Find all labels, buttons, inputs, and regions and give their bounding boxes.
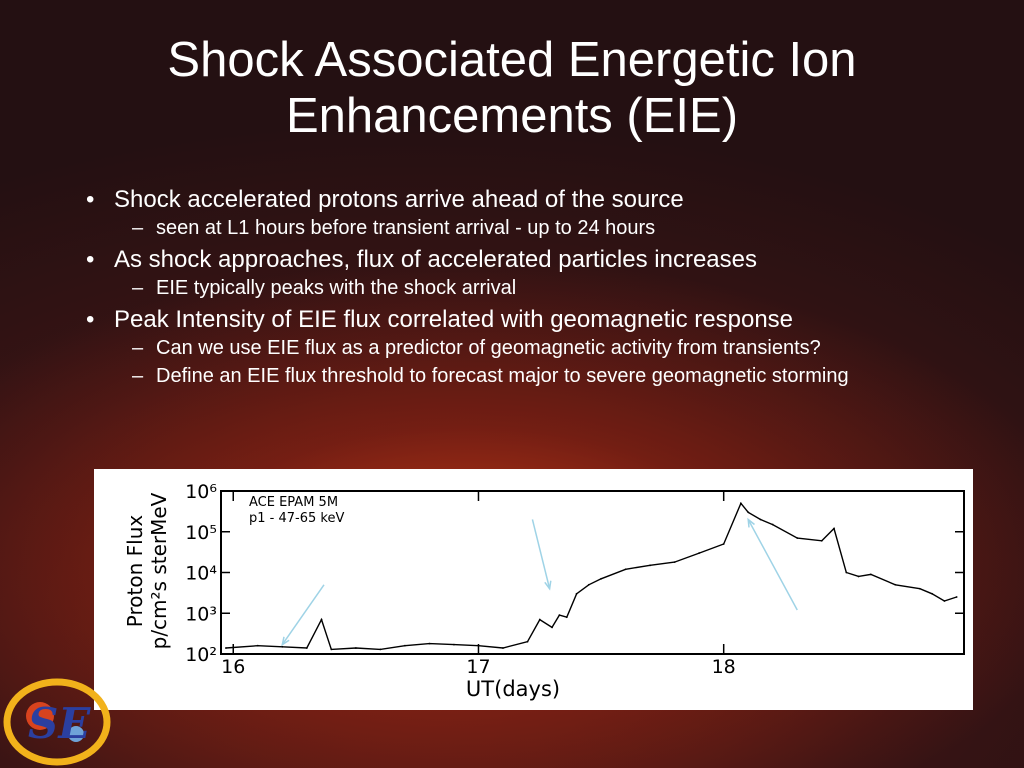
sub-bullet-1-1: seen at L1 hours before transient arriva… xyxy=(86,216,986,240)
annotation-arrow-3 xyxy=(747,519,798,611)
annotation-arrow-1 xyxy=(281,584,325,646)
data-point-19 xyxy=(587,583,590,586)
data-point-15 xyxy=(551,626,553,629)
data-point-10 xyxy=(453,643,455,646)
data-point-22 xyxy=(649,564,652,567)
data-point-29 xyxy=(771,523,774,526)
data-point-17 xyxy=(565,616,568,619)
y-tick-label-1: 10³ xyxy=(185,603,217,625)
y-axis-label-line-2: p/cm²s sterMeV xyxy=(147,492,171,649)
logo-ring xyxy=(3,678,111,766)
data-point-35 xyxy=(869,573,872,576)
proton-flux-chart: ACE EPAM 5M p1 - 47-65 keV Proton Flux p… xyxy=(94,469,973,710)
bullet-2: As shock approaches, flux of accelerated… xyxy=(86,244,986,275)
bullet-list: Shock accelerated protons arrive ahead o… xyxy=(86,182,986,392)
logo-sun xyxy=(26,702,54,730)
sub-bullet-3-1: Can we use EIE flux as a predictor of ge… xyxy=(86,336,986,360)
data-point-21 xyxy=(624,568,627,571)
sub-bullet-3-2: Define an EIE flux threshold to forecast… xyxy=(86,364,986,388)
data-point-32 xyxy=(833,527,835,530)
data-point-20 xyxy=(600,577,602,580)
data-point-4 xyxy=(320,618,323,621)
logo-letters: SE xyxy=(28,699,91,748)
data-point-16 xyxy=(558,614,561,617)
data-point-1 xyxy=(256,644,259,647)
x-tick-label-0: 16 xyxy=(221,656,245,678)
data-point-3 xyxy=(305,647,308,649)
data-point-34 xyxy=(857,575,860,578)
x-tick-label-2: 18 xyxy=(712,656,736,678)
data-point-7 xyxy=(379,648,382,651)
bullet-3: Peak Intensity of EIE flux correlated wi… xyxy=(86,304,986,335)
chart-svg: ACE EPAM 5M p1 - 47-65 keV Proton Flux p… xyxy=(123,481,965,701)
data-point-26 xyxy=(739,502,742,505)
data-point-5 xyxy=(330,648,333,651)
y-tick-label-0: 10² xyxy=(185,644,217,666)
annotation-line-1: ACE EPAM 5M xyxy=(249,495,338,510)
data-point-23 xyxy=(673,561,676,563)
data-point-2 xyxy=(281,645,284,648)
slide-title: Shock Associated Energetic Ion Enhanceme… xyxy=(0,32,1024,144)
data-point-36 xyxy=(894,583,897,586)
data-point-24 xyxy=(698,552,701,554)
data-point-0 xyxy=(225,647,227,649)
data-point-37 xyxy=(918,587,921,590)
annotation-arrowhead-2 xyxy=(544,580,552,591)
data-point-30 xyxy=(796,537,799,539)
y-axis-label-line-1: Proton Flux xyxy=(123,515,147,628)
data-point-12 xyxy=(502,647,504,649)
annotation-arrowhead-3 xyxy=(747,517,755,528)
y-tick-label-2: 10⁴ xyxy=(185,563,217,585)
y-tick-label-3: 10⁵ xyxy=(185,522,217,544)
annotation-arrow-2 xyxy=(531,519,551,589)
data-point-28 xyxy=(759,518,762,521)
data-point-6 xyxy=(354,647,357,649)
data-point-25 xyxy=(722,543,725,545)
data-point-39 xyxy=(943,600,946,602)
logo-earth xyxy=(68,726,84,742)
sub-bullet-2-1: EIE typically peaks with the shock arriv… xyxy=(86,276,986,300)
data-point-11 xyxy=(477,644,480,647)
bullet-1: Shock accelerated protons arrive ahead o… xyxy=(86,184,986,215)
x-tick-label-1: 17 xyxy=(466,656,490,678)
annotation-arrowhead-1 xyxy=(281,636,290,647)
y-tick-label-4: 10⁶ xyxy=(185,481,217,503)
data-point-40 xyxy=(955,596,958,598)
data-point-8 xyxy=(404,644,406,647)
data-point-13 xyxy=(526,640,529,643)
data-point-31 xyxy=(820,539,823,542)
x-axis-label: UT(days) xyxy=(466,677,560,701)
data-point-14 xyxy=(538,618,541,621)
se-logo: SE xyxy=(3,678,111,766)
data-point-27 xyxy=(747,511,750,514)
data-point-18 xyxy=(575,592,578,595)
annotation-line-2: p1 - 47-65 keV xyxy=(249,511,344,526)
data-point-9 xyxy=(428,642,431,645)
data-point-38 xyxy=(931,592,934,595)
title-line-2: Enhancements (EIE) xyxy=(285,89,739,143)
data-point-33 xyxy=(845,571,848,574)
title-line-1: Shock Associated Energetic Ion xyxy=(167,33,857,87)
